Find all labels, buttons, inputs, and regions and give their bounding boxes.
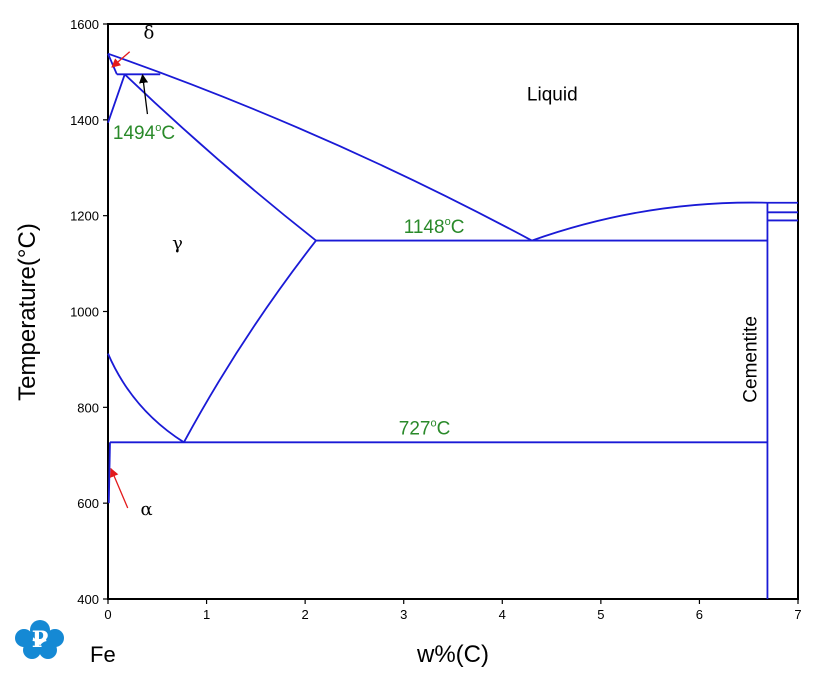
x-tick-label: 0 [104,607,111,622]
y-tick-label: 1400 [70,113,99,128]
phase-line-delta-gamma [107,74,126,124]
phase-line-alpha-solvus [107,442,111,504]
x-tick-label: 5 [597,607,604,622]
temperature-label: 1148oC [404,216,465,238]
phase-line-liquidus [531,201,768,242]
phase-line-Acm [183,240,317,443]
temperature-unit: C [161,123,175,144]
arrow-peritectic [139,73,149,115]
temperature-value: 1494 [113,123,156,144]
phase-symbol-label: γ [172,233,183,254]
plot-border [107,23,799,600]
temperature-value: 1148 [404,217,445,238]
liquid-region-label: Liquid [527,85,578,106]
phase-symbol-label: δ [143,22,154,43]
y-tick-label: 1200 [70,209,99,224]
temperature-label: 727oC [399,418,451,440]
phase-boundaries [107,52,798,599]
plot-frame [107,23,799,600]
cementite-label: Cementite [741,316,762,403]
x-tick-label: 6 [696,607,703,622]
x-axis-title: w%(C) [416,641,489,668]
y-tick-label: 1600 [70,17,99,32]
y-tick-label: 1000 [70,305,99,320]
degree-symbol: o [430,418,436,430]
y-tick-label: 800 [77,400,99,415]
degree-symbol: o [445,216,451,228]
iron-label: Fe [90,642,116,667]
temperature-unit: C [451,217,465,238]
phase-line-A3 [107,353,185,444]
x-tick-label: 1 [203,607,210,622]
axis-ticks: 0 1 2 3 4 5 6 7 400 600 800 1000 1200 1400 1600 [70,17,802,622]
degree-symbol: o [155,122,161,134]
annotation-arrows [109,51,149,509]
logo-letter: P [32,627,49,653]
y-tick-label: 400 [77,592,99,607]
x-tick-label: 7 [794,607,801,622]
y-tick-label: 600 [77,496,99,511]
x-tick-label: 2 [302,607,309,622]
temperature-value: 727 [399,419,431,440]
temperature-label: 1494oC [113,122,175,144]
temperature-unit: C [437,419,451,440]
y-axis-title: Temperature(°C) [14,223,41,401]
x-tick-label: 4 [499,607,506,622]
x-tick-label: 3 [400,607,407,622]
logo-icon: P [15,620,64,659]
arrow-delta [111,51,131,68]
phase-symbol-label: α [141,499,153,520]
arrow-alpha [109,467,129,509]
phase-line-liquidus [107,52,533,242]
phase-line-solidus [124,73,317,242]
